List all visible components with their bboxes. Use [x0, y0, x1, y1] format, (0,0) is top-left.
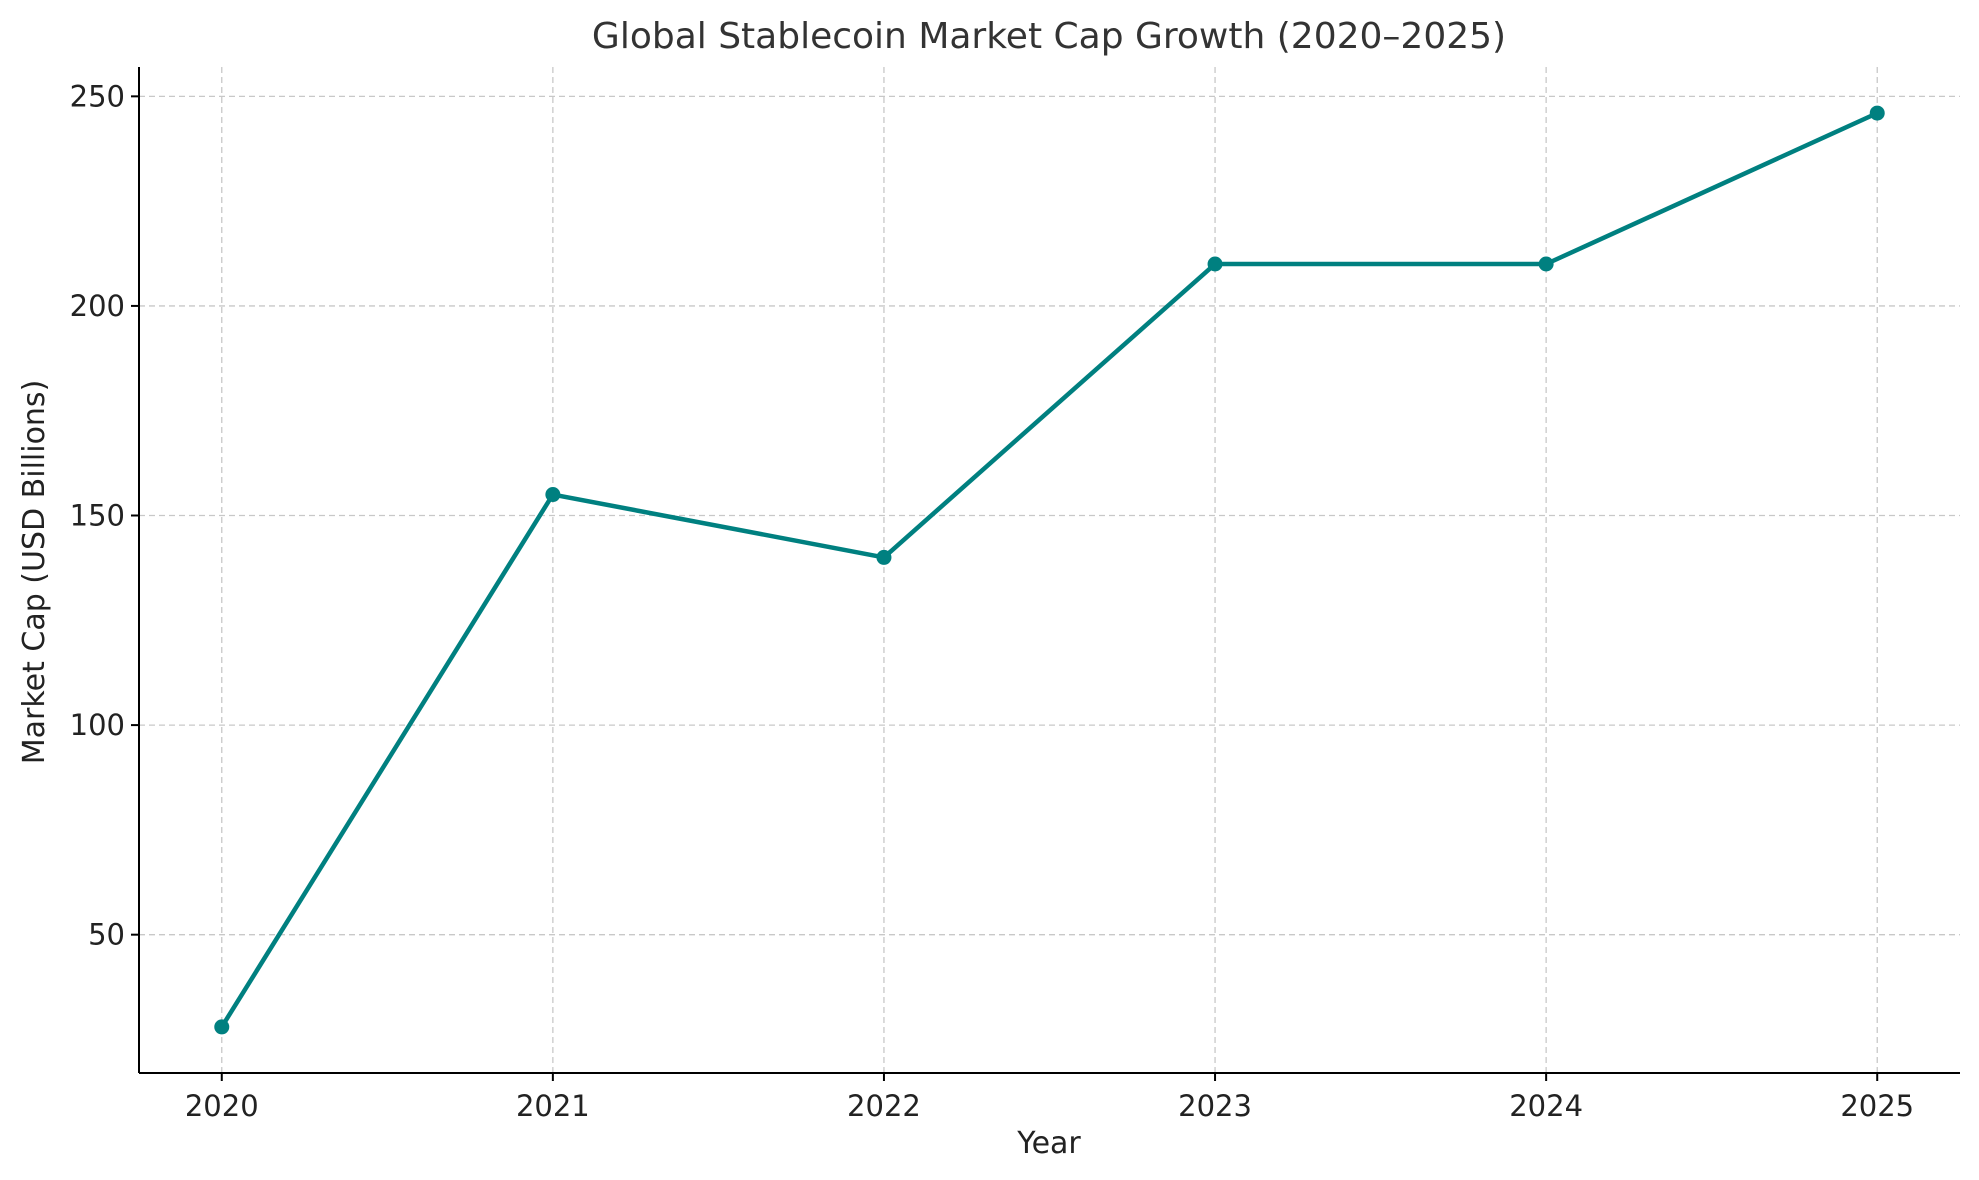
data-point [1538, 256, 1554, 272]
data-point [545, 487, 561, 503]
grid [139, 67, 1960, 1073]
y-tick-label: 100 [70, 708, 125, 742]
x-tick-label: 2025 [1840, 1089, 1914, 1123]
data-point [1207, 256, 1223, 272]
x-axis-label: Year [1016, 1126, 1081, 1161]
data-point [876, 549, 892, 565]
y-tick-label: 50 [88, 918, 125, 952]
series-layer [214, 105, 1885, 1035]
series-line [219, 110, 1880, 1030]
x-tick-label: 2023 [1178, 1089, 1252, 1123]
y-tick-label: 200 [70, 289, 125, 323]
data-point [214, 1019, 230, 1035]
y-tick-label: 250 [70, 79, 125, 113]
x-tick-label: 2022 [847, 1089, 921, 1123]
data-point [1869, 105, 1885, 121]
x-tick-label: 2020 [185, 1089, 259, 1123]
x-tick-label: 2021 [516, 1089, 590, 1123]
y-tick-label: 150 [70, 499, 125, 533]
y-axis-label: Market Cap (USD Billions) [17, 380, 52, 765]
chart-title: Global Stablecoin Market Cap Growth (202… [592, 16, 1506, 57]
axes: 2020 2021 2022 2023 2024 2025 50 100 150 200 250 [70, 67, 1960, 1123]
x-tick-label: 2024 [1509, 1089, 1583, 1123]
